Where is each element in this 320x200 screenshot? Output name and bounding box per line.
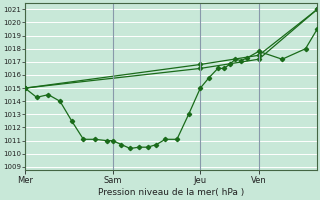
- X-axis label: Pression niveau de la mer( hPa ): Pression niveau de la mer( hPa ): [98, 188, 244, 197]
